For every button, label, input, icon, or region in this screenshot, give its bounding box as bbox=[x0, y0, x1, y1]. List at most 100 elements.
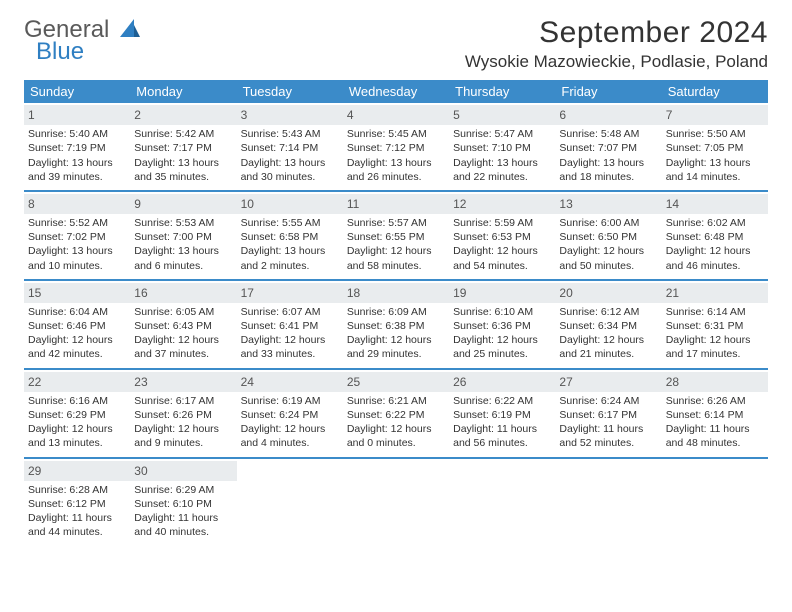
calendar-week-row: 22Sunrise: 6:16 AMSunset: 6:29 PMDayligh… bbox=[24, 369, 768, 458]
sunset-text: Sunset: 6:26 PM bbox=[134, 408, 232, 422]
calendar-day-cell: 19Sunrise: 6:10 AMSunset: 6:36 PMDayligh… bbox=[449, 280, 555, 369]
sunrise-text: Sunrise: 6:29 AM bbox=[134, 483, 232, 497]
day-number: 15 bbox=[24, 283, 130, 303]
day-number: 10 bbox=[237, 194, 343, 214]
header: General Blue September 2024 Wysokie Mazo… bbox=[24, 16, 768, 72]
calendar-day-cell: 30Sunrise: 6:29 AMSunset: 6:10 PMDayligh… bbox=[130, 458, 236, 546]
sunset-text: Sunset: 6:58 PM bbox=[241, 230, 339, 244]
day-number: 8 bbox=[24, 194, 130, 214]
sunset-text: Sunset: 7:00 PM bbox=[134, 230, 232, 244]
sunset-text: Sunset: 6:12 PM bbox=[28, 497, 126, 511]
day-number: 12 bbox=[449, 194, 555, 214]
sunset-text: Sunset: 6:14 PM bbox=[666, 408, 764, 422]
calendar-day-cell bbox=[662, 458, 768, 546]
sunrise-text: Sunrise: 5:43 AM bbox=[241, 127, 339, 141]
title-block: September 2024 Wysokie Mazowieckie, Podl… bbox=[465, 16, 768, 72]
day-number: 20 bbox=[555, 283, 661, 303]
calendar-day-cell: 21Sunrise: 6:14 AMSunset: 6:31 PMDayligh… bbox=[662, 280, 768, 369]
weekday-header-row: Sunday Monday Tuesday Wednesday Thursday… bbox=[24, 80, 768, 103]
daylight-text: Daylight: 11 hours and 52 minutes. bbox=[559, 422, 657, 450]
day-number: 14 bbox=[662, 194, 768, 214]
sunrise-text: Sunrise: 6:24 AM bbox=[559, 394, 657, 408]
sunset-text: Sunset: 6:48 PM bbox=[666, 230, 764, 244]
day-number: 29 bbox=[24, 461, 130, 481]
sunset-text: Sunset: 7:12 PM bbox=[347, 141, 445, 155]
weekday-header: Thursday bbox=[449, 80, 555, 103]
sunrise-text: Sunrise: 6:05 AM bbox=[134, 305, 232, 319]
sunrise-text: Sunrise: 6:19 AM bbox=[241, 394, 339, 408]
calendar-day-cell: 15Sunrise: 6:04 AMSunset: 6:46 PMDayligh… bbox=[24, 280, 130, 369]
day-number: 16 bbox=[130, 283, 236, 303]
daylight-text: Daylight: 12 hours and 50 minutes. bbox=[559, 244, 657, 272]
calendar-day-cell: 28Sunrise: 6:26 AMSunset: 6:14 PMDayligh… bbox=[662, 369, 768, 458]
calendar-day-cell: 25Sunrise: 6:21 AMSunset: 6:22 PMDayligh… bbox=[343, 369, 449, 458]
day-number: 27 bbox=[555, 372, 661, 392]
sunset-text: Sunset: 6:38 PM bbox=[347, 319, 445, 333]
day-number: 26 bbox=[449, 372, 555, 392]
calendar-day-cell: 17Sunrise: 6:07 AMSunset: 6:41 PMDayligh… bbox=[237, 280, 343, 369]
weekday-header: Sunday bbox=[24, 80, 130, 103]
day-number: 30 bbox=[130, 461, 236, 481]
month-title: September 2024 bbox=[465, 16, 768, 50]
daylight-text: Daylight: 13 hours and 18 minutes. bbox=[559, 156, 657, 184]
calendar-day-cell: 16Sunrise: 6:05 AMSunset: 6:43 PMDayligh… bbox=[130, 280, 236, 369]
calendar-day-cell: 2Sunrise: 5:42 AMSunset: 7:17 PMDaylight… bbox=[130, 103, 236, 191]
day-number: 11 bbox=[343, 194, 449, 214]
sunrise-text: Sunrise: 6:17 AM bbox=[134, 394, 232, 408]
daylight-text: Daylight: 13 hours and 30 minutes. bbox=[241, 156, 339, 184]
sunset-text: Sunset: 6:19 PM bbox=[453, 408, 551, 422]
day-number: 2 bbox=[130, 105, 236, 125]
day-number: 9 bbox=[130, 194, 236, 214]
daylight-text: Daylight: 12 hours and 13 minutes. bbox=[28, 422, 126, 450]
calendar-day-cell: 6Sunrise: 5:48 AMSunset: 7:07 PMDaylight… bbox=[555, 103, 661, 191]
logo: General Blue bbox=[24, 16, 140, 66]
calendar-table: Sunday Monday Tuesday Wednesday Thursday… bbox=[24, 80, 768, 545]
sunrise-text: Sunrise: 5:55 AM bbox=[241, 216, 339, 230]
weekday-header: Wednesday bbox=[343, 80, 449, 103]
calendar-day-cell: 18Sunrise: 6:09 AMSunset: 6:38 PMDayligh… bbox=[343, 280, 449, 369]
sunset-text: Sunset: 7:05 PM bbox=[666, 141, 764, 155]
sunrise-text: Sunrise: 5:59 AM bbox=[453, 216, 551, 230]
day-number: 17 bbox=[237, 283, 343, 303]
calendar-day-cell: 26Sunrise: 6:22 AMSunset: 6:19 PMDayligh… bbox=[449, 369, 555, 458]
sunrise-text: Sunrise: 6:04 AM bbox=[28, 305, 126, 319]
daylight-text: Daylight: 11 hours and 44 minutes. bbox=[28, 511, 126, 539]
sunrise-text: Sunrise: 6:22 AM bbox=[453, 394, 551, 408]
sunset-text: Sunset: 6:22 PM bbox=[347, 408, 445, 422]
sunset-text: Sunset: 7:14 PM bbox=[241, 141, 339, 155]
daylight-text: Daylight: 12 hours and 58 minutes. bbox=[347, 244, 445, 272]
day-number: 23 bbox=[130, 372, 236, 392]
day-number: 22 bbox=[24, 372, 130, 392]
daylight-text: Daylight: 13 hours and 10 minutes. bbox=[28, 244, 126, 272]
calendar-day-cell bbox=[555, 458, 661, 546]
sunrise-text: Sunrise: 6:21 AM bbox=[347, 394, 445, 408]
sunset-text: Sunset: 7:10 PM bbox=[453, 141, 551, 155]
location: Wysokie Mazowieckie, Podlasie, Poland bbox=[465, 52, 768, 72]
sunset-text: Sunset: 6:41 PM bbox=[241, 319, 339, 333]
calendar-day-cell: 23Sunrise: 6:17 AMSunset: 6:26 PMDayligh… bbox=[130, 369, 236, 458]
sunset-text: Sunset: 6:31 PM bbox=[666, 319, 764, 333]
calendar-day-cell bbox=[237, 458, 343, 546]
sunrise-text: Sunrise: 5:47 AM bbox=[453, 127, 551, 141]
sunrise-text: Sunrise: 5:53 AM bbox=[134, 216, 232, 230]
day-number: 13 bbox=[555, 194, 661, 214]
sunset-text: Sunset: 6:43 PM bbox=[134, 319, 232, 333]
calendar-day-cell: 4Sunrise: 5:45 AMSunset: 7:12 PMDaylight… bbox=[343, 103, 449, 191]
calendar-day-cell: 11Sunrise: 5:57 AMSunset: 6:55 PMDayligh… bbox=[343, 191, 449, 280]
sunrise-text: Sunrise: 6:02 AM bbox=[666, 216, 764, 230]
day-number: 28 bbox=[662, 372, 768, 392]
weekday-header: Friday bbox=[555, 80, 661, 103]
sunrise-text: Sunrise: 5:50 AM bbox=[666, 127, 764, 141]
sunrise-text: Sunrise: 6:10 AM bbox=[453, 305, 551, 319]
sunrise-text: Sunrise: 6:16 AM bbox=[28, 394, 126, 408]
day-number: 18 bbox=[343, 283, 449, 303]
sunrise-text: Sunrise: 6:14 AM bbox=[666, 305, 764, 319]
sunrise-text: Sunrise: 6:26 AM bbox=[666, 394, 764, 408]
sunrise-text: Sunrise: 6:28 AM bbox=[28, 483, 126, 497]
day-number: 25 bbox=[343, 372, 449, 392]
sunset-text: Sunset: 6:29 PM bbox=[28, 408, 126, 422]
sunset-text: Sunset: 7:19 PM bbox=[28, 141, 126, 155]
calendar-day-cell: 8Sunrise: 5:52 AMSunset: 7:02 PMDaylight… bbox=[24, 191, 130, 280]
day-number: 7 bbox=[662, 105, 768, 125]
daylight-text: Daylight: 12 hours and 21 minutes. bbox=[559, 333, 657, 361]
